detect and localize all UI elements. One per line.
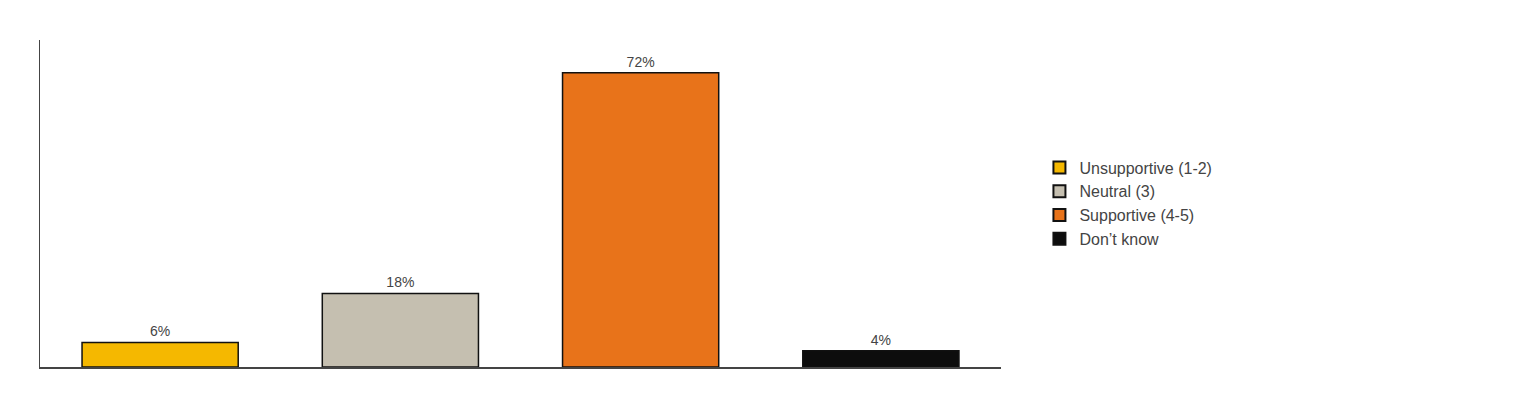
svg-text:72%: 72% — [627, 54, 655, 70]
svg-text:Neutral (3): Neutral (3) — [1079, 183, 1155, 200]
svg-text:6%: 6% — [150, 323, 170, 339]
svg-text:Unsupportive (1-2): Unsupportive (1-2) — [1079, 160, 1212, 177]
svg-text:Don’t know: Don’t know — [1079, 231, 1159, 248]
svg-text:Supportive (4-5): Supportive (4-5) — [1079, 207, 1194, 224]
svg-text:18%: 18% — [386, 274, 414, 290]
svg-text:4%: 4% — [871, 332, 891, 348]
